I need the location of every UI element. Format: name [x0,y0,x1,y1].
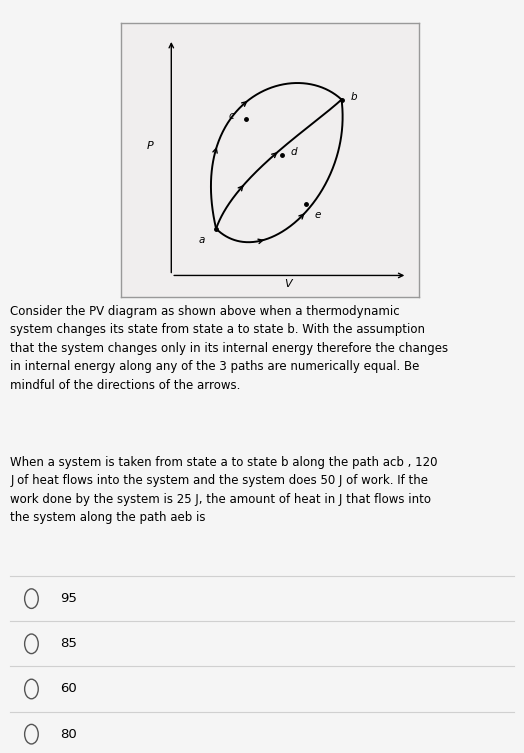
Text: d: d [291,147,298,157]
Text: c: c [228,111,234,121]
Text: 60: 60 [60,682,77,696]
Text: 85: 85 [60,637,77,651]
Text: b: b [351,92,357,102]
Text: P: P [147,142,154,151]
Text: 80: 80 [60,727,77,741]
Text: e: e [314,210,321,220]
Text: When a system is taken from state a to state b along the path acb , 120
J of hea: When a system is taken from state a to s… [10,456,438,524]
Text: a: a [198,235,204,245]
Text: 95: 95 [60,592,77,605]
Text: Consider the PV diagram as shown above when a thermodynamic
system changes its s: Consider the PV diagram as shown above w… [10,305,449,392]
Text: V: V [284,279,291,288]
